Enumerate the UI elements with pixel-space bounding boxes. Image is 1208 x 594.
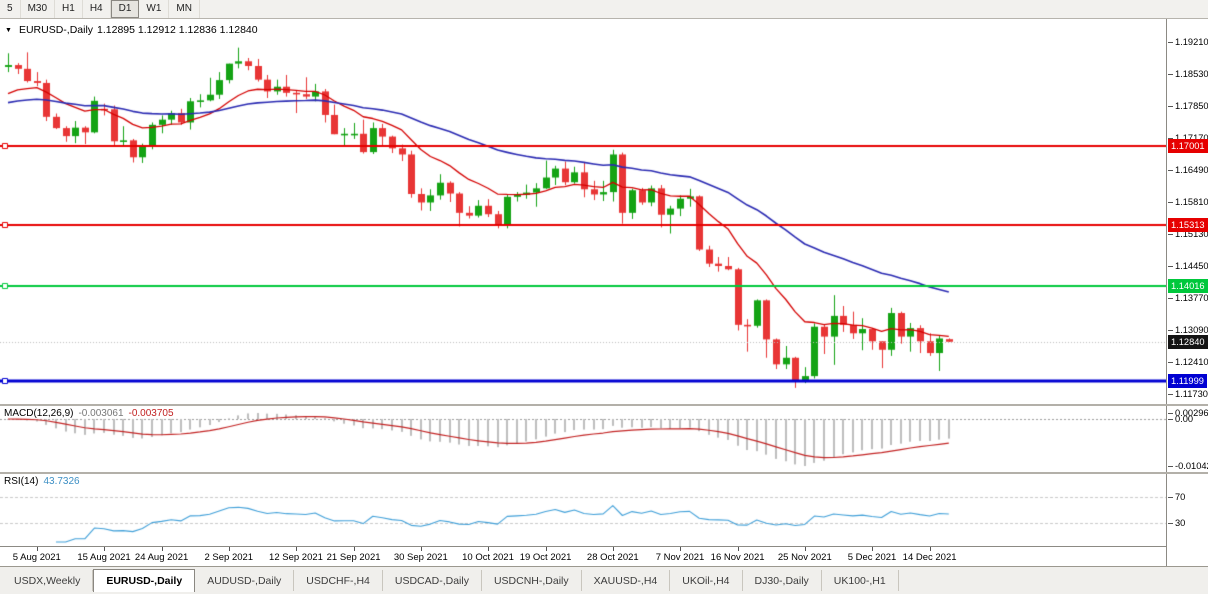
time-tick bbox=[104, 547, 105, 551]
chart-symbol-period: EURUSD-,Daily bbox=[18, 24, 94, 36]
timeframe-button-d1[interactable]: D1 bbox=[110, 0, 140, 18]
time-tick bbox=[161, 547, 163, 551]
time-tick bbox=[488, 547, 489, 551]
chart-tab-xauusd-h4[interactable]: XAUUSD-,H4 bbox=[582, 570, 671, 591]
price-tick: 1.11730 bbox=[1168, 389, 1208, 399]
rsi-params: RSI(14) bbox=[4, 476, 39, 487]
time-tick bbox=[420, 547, 422, 551]
price-line-label-1.11999: 1.11999 bbox=[1168, 374, 1207, 389]
time-label: 2 Sep 2021 bbox=[204, 552, 254, 563]
chart-tab-usdchf-h4[interactable]: USDCHF-,H4 bbox=[294, 570, 383, 591]
time-tick bbox=[872, 547, 873, 551]
chart-tab-eurusd-daily[interactable]: EURUSD-,Daily bbox=[93, 569, 196, 592]
price-line-label-1.14016: 1.14016 bbox=[1168, 279, 1208, 294]
chart-ohlc-values: 1.12895 1.12912 1.12836 1.12840 bbox=[97, 24, 258, 36]
time-label: 7 Nov 2021 bbox=[655, 552, 705, 563]
rsi-panel-canvas[interactable] bbox=[0, 474, 1166, 546]
timeframe-button-m30[interactable]: M30 bbox=[21, 0, 56, 18]
panel-splitter-rsi[interactable] bbox=[0, 472, 1208, 474]
price-tick: 1.15130 bbox=[1168, 229, 1208, 239]
time-tick bbox=[680, 547, 681, 551]
rsi-label: RSI(14) 43.7326 bbox=[4, 476, 85, 487]
macd-params: MACD(12,26,9) bbox=[4, 408, 74, 419]
time-label: 15 Aug 2021 bbox=[77, 552, 131, 563]
price-tick: 1.13770 bbox=[1168, 293, 1208, 303]
time-label: 30 Sep 2021 bbox=[393, 552, 448, 563]
price-tick: 1.14450 bbox=[1168, 261, 1208, 271]
time-tick bbox=[737, 547, 739, 551]
time-tick bbox=[36, 547, 38, 551]
macd-panel-canvas[interactable] bbox=[0, 406, 1166, 472]
current-price-label: 1.12840 bbox=[1168, 334, 1208, 349]
price-tick: 1.12410 bbox=[1168, 357, 1208, 367]
chart-tab-usdcad-daily[interactable]: USDCAD-,Daily bbox=[383, 570, 482, 591]
time-label: 5 Aug 2021 bbox=[12, 552, 61, 563]
time-tick bbox=[353, 547, 355, 551]
price-tick: 1.18530 bbox=[1168, 69, 1208, 79]
time-label: 19 Oct 2021 bbox=[519, 552, 572, 563]
chart-tab-audusd-daily[interactable]: AUDUSD-,Daily bbox=[195, 570, 295, 591]
price-tick: 1.16490 bbox=[1168, 165, 1208, 175]
price-tick: 1.19210 bbox=[1168, 37, 1208, 47]
time-label: 21 Sep 2021 bbox=[326, 552, 381, 563]
rsi-value: 43.7326 bbox=[43, 476, 80, 487]
time-tick bbox=[804, 547, 806, 551]
time-tick bbox=[929, 547, 931, 551]
chart-tab-usdx-weekly[interactable]: USDX,Weekly bbox=[2, 570, 94, 591]
price-line-label-1.15313: 1.15313 bbox=[1168, 218, 1208, 233]
timeframe-toolbar: 5 M30 H1 H4 D1 W1 MN bbox=[0, 0, 1208, 19]
time-label: 16 Nov 2021 bbox=[710, 552, 765, 563]
price-chart-canvas[interactable] bbox=[0, 19, 1166, 404]
chart-tab-ukoil-h4[interactable]: UKOil-,H4 bbox=[670, 570, 743, 591]
rsi-scale-70: 70 bbox=[1167, 491, 1186, 502]
macd-value-signal: -0.003705 bbox=[128, 408, 174, 419]
macd-scale-zero: 0.00 bbox=[1167, 413, 1194, 424]
time-axis[interactable]: 5 Aug 2021 15 Aug 2021 24 Aug 2021 2 Sep 20… bbox=[0, 546, 1166, 566]
chart-menu-icon[interactable]: ▼ bbox=[5, 27, 12, 34]
time-tick bbox=[228, 547, 230, 551]
time-label: 5 Dec 2021 bbox=[847, 552, 897, 563]
time-label: 12 Sep 2021 bbox=[269, 552, 323, 563]
macd-label: MACD(12,26,9) -0.003061 -0.003705 bbox=[4, 408, 179, 419]
chart-tab-usdcnh-daily[interactable]: USDCNH-,Daily bbox=[482, 570, 582, 591]
time-label: 25 Nov 2021 bbox=[777, 552, 832, 563]
timeframe-button-h4[interactable]: H4 bbox=[83, 0, 111, 18]
time-tick bbox=[296, 547, 297, 551]
time-label: 10 Oct 2021 bbox=[462, 552, 514, 563]
chart-tab-uk100-h1[interactable]: UK100-,H1 bbox=[822, 570, 899, 591]
chart-tab-dj30-daily[interactable]: DJ30-,Daily bbox=[743, 570, 822, 591]
price-tick: 1.13090 bbox=[1168, 325, 1208, 335]
macd-scale-max: 0.002966 bbox=[1168, 407, 1208, 419]
price-tick: 1.17170 bbox=[1168, 132, 1208, 144]
panel-splitter-macd[interactable] bbox=[0, 404, 1208, 406]
timeframe-button-mn[interactable]: MN bbox=[169, 0, 200, 18]
time-tick bbox=[612, 547, 614, 551]
price-tick: 1.17850 bbox=[1168, 101, 1208, 111]
timeframe-button-w1[interactable]: W1 bbox=[139, 0, 170, 18]
timeframe-button-5[interactable]: 5 bbox=[0, 0, 21, 18]
macd-value-main: -0.003061 bbox=[78, 408, 124, 419]
chart-tabs: USDX,Weekly EURUSD-,Daily AUDUSD-,Daily USD… bbox=[0, 566, 1208, 594]
price-line-label-1.17001: 1.17001 bbox=[1168, 138, 1208, 153]
time-label: 14 Dec 2021 bbox=[902, 552, 957, 563]
rsi-scale-30: 30 bbox=[1167, 517, 1186, 528]
time-label: 24 Aug 2021 bbox=[134, 552, 189, 563]
timeframe-button-h1[interactable]: H1 bbox=[55, 0, 83, 18]
price-tick: 1.15810 bbox=[1168, 197, 1208, 207]
time-tick bbox=[545, 547, 547, 551]
macd-scale-min: -0.010422 bbox=[1168, 460, 1208, 472]
time-label: 28 Oct 2021 bbox=[586, 552, 639, 563]
chart-title: ▼ EURUSD-,Daily 1.12895 1.12912 1.12836 1.… bbox=[5, 24, 262, 36]
price-scale[interactable]: 1.19210 1.18530 1.17850 1.17170 1.16490 1.158… bbox=[1166, 19, 1208, 566]
